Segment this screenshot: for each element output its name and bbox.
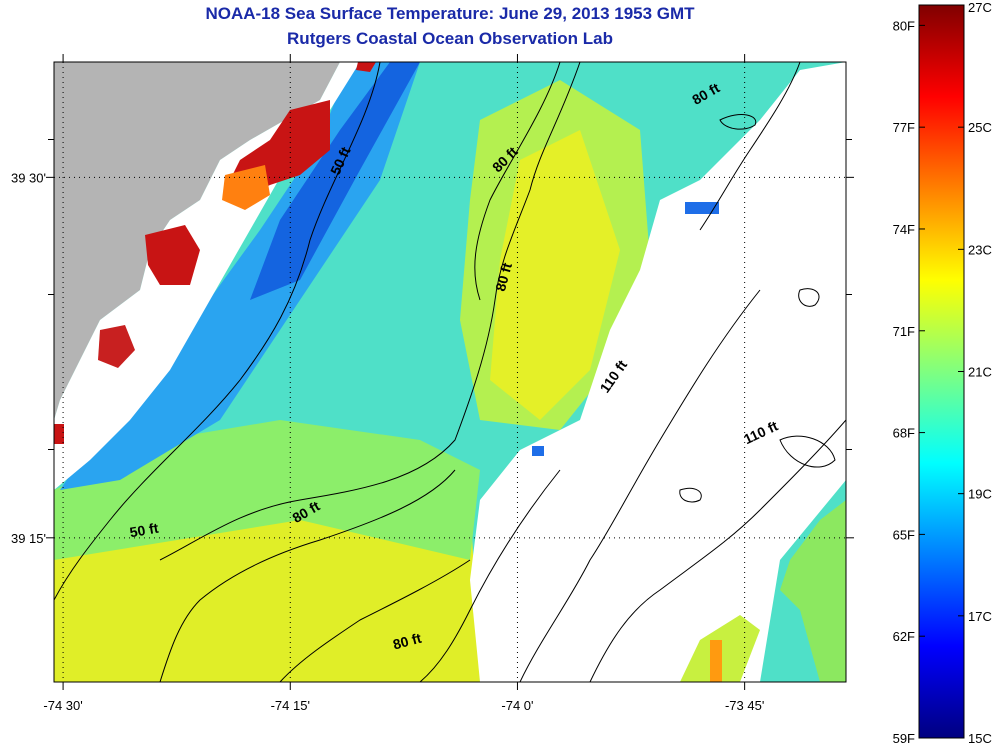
colorbar-f-label: 68F [893, 426, 915, 441]
colorbar-c-label: 27C [968, 0, 992, 15]
contour-label: 80 ft [391, 630, 423, 653]
map-title: NOAA-18 Sea Surface Temperature: June 29… [205, 4, 695, 23]
y-tick-label: 39 30' [11, 170, 46, 185]
colorbar-gradient [918, 4, 965, 739]
x-tick-label: -74 15' [271, 698, 310, 713]
bay-warm-water-edge [222, 165, 270, 210]
colorbar-f-label: 74F [893, 222, 915, 237]
colorbar-c-label: 23C [968, 242, 992, 257]
edge-warm-pixel [54, 424, 64, 444]
colorbar-f-label: 77F [893, 120, 915, 135]
colorbar-f-label: 62F [893, 629, 915, 644]
x-tick-label: -73 45' [725, 698, 764, 713]
east-edge-pixels [780, 500, 846, 682]
north-warm-pixel [356, 62, 376, 72]
map-subtitle: Rutgers Coastal Ocean Observation Lab [287, 29, 613, 48]
graticule [54, 62, 846, 682]
colorbar-c-label: 19C [968, 487, 992, 502]
colorbar-c-label: 25C [968, 120, 992, 135]
colorbar-f-label: 65F [893, 527, 915, 542]
inlet-warm-water [145, 225, 200, 285]
coldest-coastal-band [250, 62, 420, 300]
inlet-warm-water-south [98, 325, 135, 368]
y-tick-label: 39 15' [11, 531, 46, 546]
colorbar-c-label: 17C [968, 609, 992, 624]
colorbar-f-label: 80F [893, 18, 915, 33]
x-tick-label: -74 0' [501, 698, 533, 713]
colorbar-f-label: 59F [893, 731, 915, 746]
axis-ticks: -74 30' -74 15' -74 0' -73 45' 39 30' 39 15' [11, 54, 854, 713]
southeast-warm-pixels [710, 640, 722, 682]
x-tick-label: -74 30' [43, 698, 82, 713]
contour-label: 50 ft [128, 520, 159, 541]
warm-core [490, 130, 620, 420]
colorbar-c-label: 21C [968, 365, 992, 380]
map-frame [53, 61, 847, 683]
colorbar-c-label: 15C [968, 731, 992, 746]
colorbar-f-label: 71F [893, 324, 915, 339]
bathymetry-contours [54, 62, 846, 682]
contour-label: 80 ft [492, 261, 515, 293]
no-data-area [470, 62, 846, 682]
land [54, 62, 340, 420]
cold-pixel-patch [685, 202, 719, 214]
cold-pixel [532, 446, 544, 456]
